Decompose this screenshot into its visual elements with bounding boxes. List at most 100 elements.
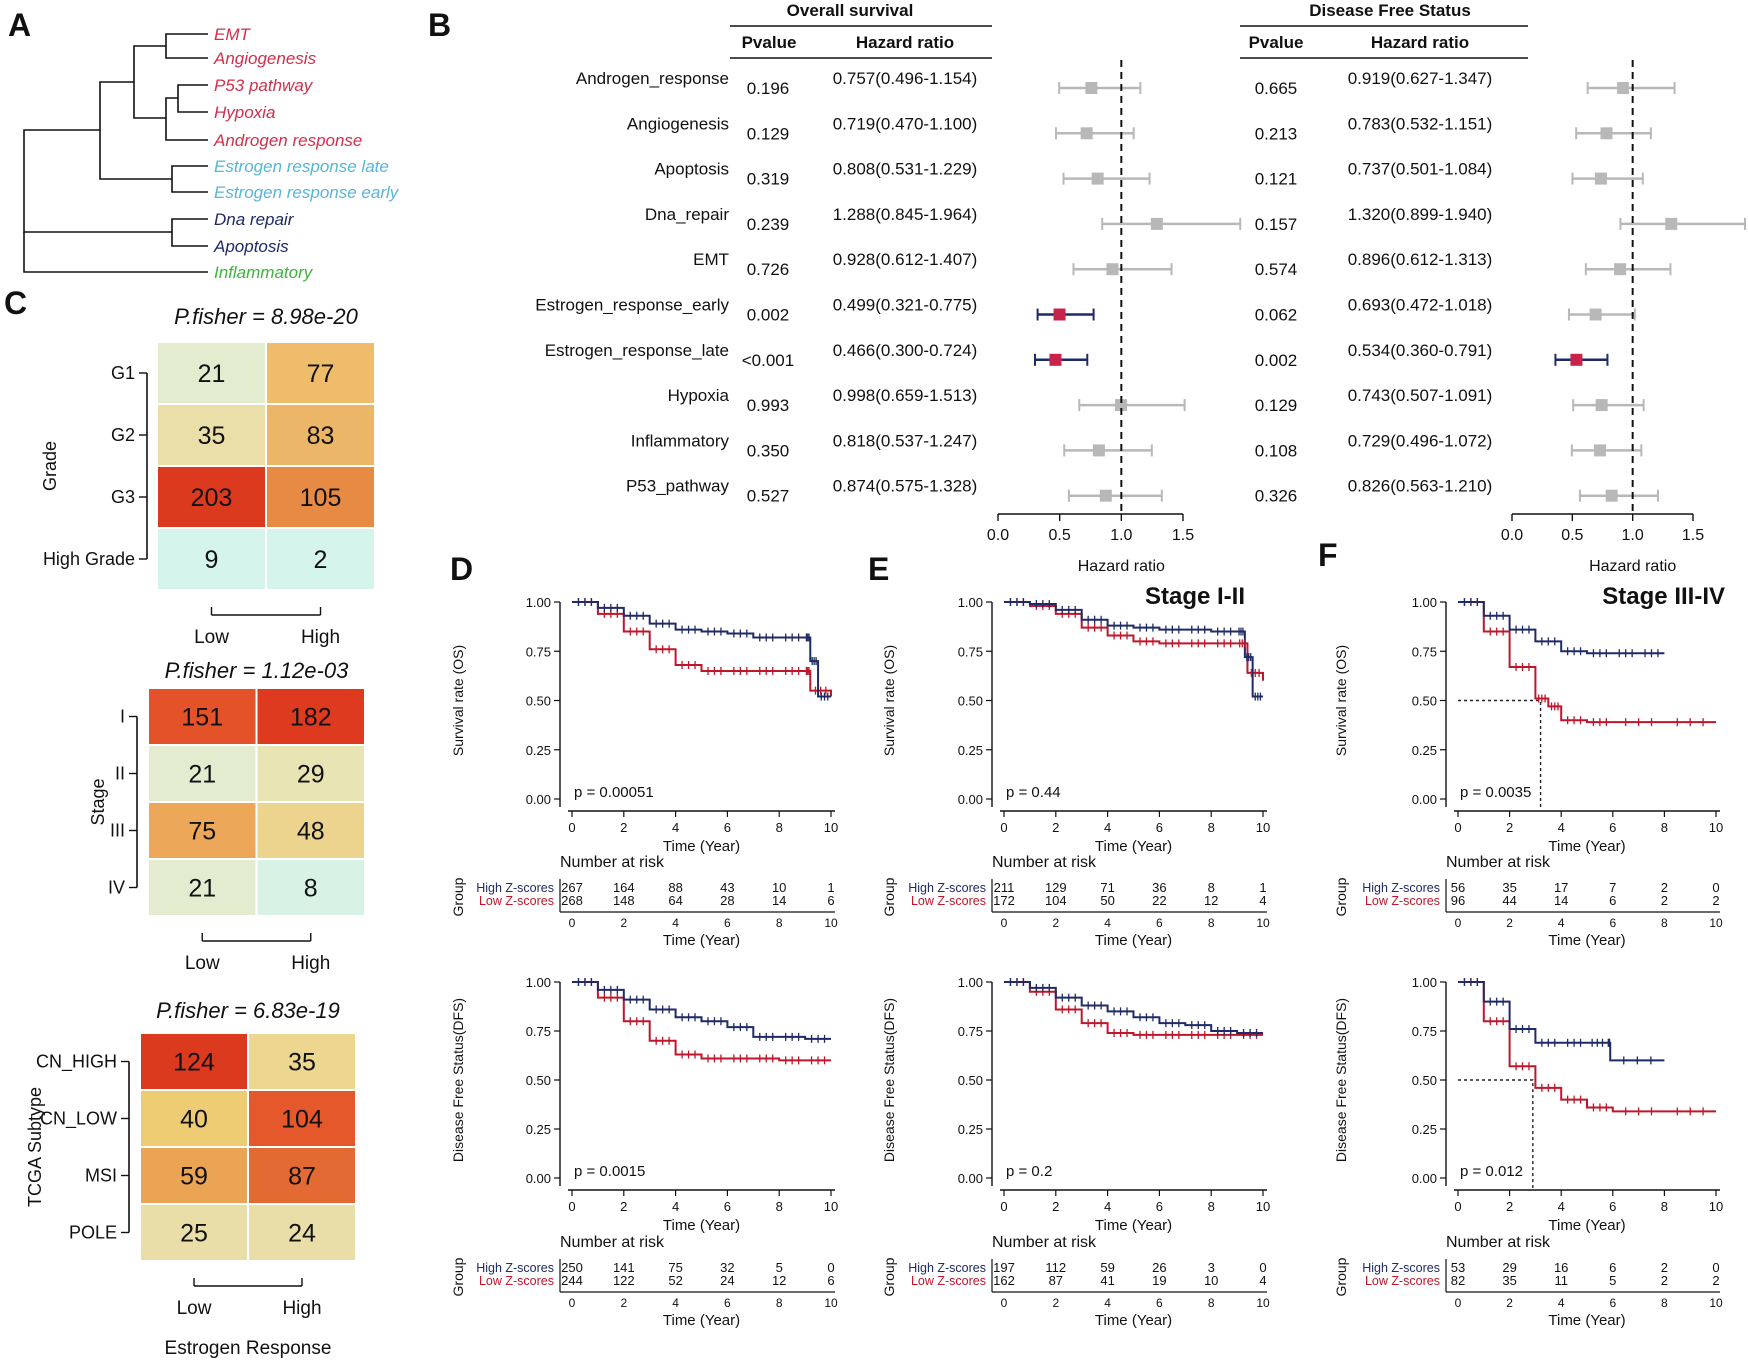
- forest-dfs-hr-header: Hazard ratio: [1371, 33, 1469, 52]
- km-risk-low-count: 268: [561, 893, 583, 908]
- forest-dfs-hr-text: 0.919(0.627-1.347): [1348, 69, 1493, 88]
- forest-dfs-hr-text: 1.320(0.899-1.940): [1348, 205, 1493, 224]
- forest-row-name: Androgen_response: [576, 69, 729, 88]
- forest-os-pvalue: 0.196: [747, 79, 790, 98]
- heatmap-row-label: G3: [111, 487, 135, 507]
- km-risk-tick-label: 6: [724, 916, 731, 930]
- km-x-tick-label: 10: [1709, 1199, 1723, 1214]
- km-pvalue: p = 0.44: [1006, 784, 1061, 801]
- forest-dfs-pvalue: 0.213: [1255, 124, 1298, 143]
- forest-dfs-hr-text: 0.729(0.496-1.072): [1348, 431, 1493, 450]
- km-risk-high-count: 129: [1045, 880, 1067, 895]
- forest-os-pvalue: 0.239: [747, 215, 790, 234]
- km-x-tick-label: 4: [1104, 820, 1111, 835]
- forest-dfs-tick-label: 1.5: [1682, 527, 1704, 544]
- forest-os-hr-text: 0.466(0.300-0.724): [833, 341, 978, 360]
- km-y-tick-label: 0.25: [526, 743, 551, 758]
- km-risk-tick-label: 4: [1104, 1296, 1111, 1310]
- km-x-tick-label: 0: [1000, 820, 1007, 835]
- km-y-tick-label: 0.50: [526, 1073, 551, 1088]
- heatmap-cell-value: 8: [304, 875, 318, 903]
- km-risk-group-label: Group: [881, 877, 897, 916]
- km-risk-high-label: High Z-scores: [1362, 881, 1440, 895]
- km-y-tick-label: 1.00: [958, 595, 983, 610]
- heatmap-col-label: High: [301, 627, 340, 648]
- km-risk-low-count: 64: [668, 893, 682, 908]
- heatmap-col-label: Low: [194, 627, 229, 648]
- km-risk-low-count: 44: [1502, 893, 1516, 908]
- km-risk-high-count: 2: [1661, 1260, 1668, 1275]
- forest-row-name: Angiogenesis: [627, 114, 729, 133]
- km-risk-tick-label: 10: [1709, 1296, 1723, 1310]
- panel-label-a: A: [8, 7, 31, 43]
- km-risk-tick-label: 2: [620, 1296, 627, 1310]
- forest-row-name: Inflammatory: [631, 431, 730, 450]
- km-x-tick-label: 0: [1000, 1199, 1007, 1214]
- km-y-tick-label: 1.00: [1412, 975, 1437, 990]
- forest-dfs-point: [1589, 308, 1602, 321]
- km-x-tick-label: 6: [1609, 1199, 1616, 1214]
- km-y-label: Survival rate (OS): [450, 645, 466, 756]
- km-risk-title: Number at risk: [560, 854, 665, 871]
- km-x-label: Time (Year): [663, 1217, 740, 1234]
- km-risk-high-count: 0: [1712, 1260, 1719, 1275]
- km-risk-low-count: 41: [1100, 1273, 1114, 1288]
- km-x-label: Time (Year): [1548, 1217, 1625, 1234]
- km-risk-low-label: Low Z-scores: [911, 894, 986, 908]
- heatmap-cell-value: 21: [198, 360, 226, 388]
- km-x-tick-label: 6: [1156, 820, 1163, 835]
- dendrogram-branch: [171, 218, 208, 247]
- km-risk-high-count: 0: [1259, 1260, 1266, 1275]
- km-risk-high-count: 32: [720, 1260, 734, 1275]
- km-risk-high-count: 8: [1208, 880, 1215, 895]
- forest-os-pvalue: 0.002: [747, 306, 790, 325]
- dendrogram-leaf-label: Apoptosis: [213, 237, 289, 256]
- km-x-tick-label: 8: [1661, 820, 1668, 835]
- heatmap-cell-value: 21: [188, 875, 216, 903]
- km-x-tick-label: 2: [620, 820, 627, 835]
- km-risk-high-label: High Z-scores: [476, 881, 554, 895]
- km-x-tick-label: 8: [1208, 820, 1215, 835]
- km-risk-tick-label: 6: [724, 1296, 731, 1310]
- km-risk-low-count: 122: [613, 1273, 635, 1288]
- forest-os-pvalue: 0.350: [747, 441, 790, 460]
- km-risk-title: Number at risk: [1446, 854, 1551, 871]
- forest-dfs-title: Disease Free Status: [1309, 1, 1471, 20]
- km-y-label: Disease Free Status(DFS): [1333, 998, 1349, 1162]
- forest-os-tick-label: 0.0: [987, 527, 1009, 544]
- forest-os-point: [1080, 127, 1093, 140]
- heatmap-cell: [247, 1203, 357, 1262]
- km-risk-low-count: 244: [561, 1273, 583, 1288]
- forest-row-name: Apoptosis: [654, 160, 729, 179]
- km-risk-low-count: 6: [1609, 893, 1616, 908]
- km-risk-tick-label: 6: [1609, 1296, 1616, 1310]
- heatmap-y-label: Stage: [88, 778, 108, 825]
- km-x-tick-label: 10: [824, 1199, 838, 1214]
- km-risk-high-count: 5: [776, 1260, 783, 1275]
- km-risk-low-count: 10: [1204, 1273, 1218, 1288]
- km-risk-high-count: 7: [1609, 880, 1616, 895]
- km-x-tick-label: 10: [824, 820, 838, 835]
- forest-dfs-point: [1665, 217, 1678, 230]
- km-risk-title: Number at risk: [992, 1234, 1097, 1251]
- km-risk-x-label: Time (Year): [1548, 932, 1625, 949]
- km-risk-tick-label: 8: [1661, 916, 1668, 930]
- heatmap-cell-value: 25: [180, 1220, 208, 1248]
- km-x-tick-label: 0: [568, 1199, 575, 1214]
- km-risk-high-count: 17: [1554, 880, 1568, 895]
- km-x-tick-label: 4: [1558, 820, 1565, 835]
- km-risk-high-count: 3: [1208, 1260, 1215, 1275]
- km-pvalue: p = 0.012: [1460, 1163, 1523, 1180]
- forest-os-pvalue-header: Pvalue: [742, 33, 797, 52]
- km-risk-tick-label: 4: [672, 1296, 679, 1310]
- km-y-tick-label: 0.50: [1412, 1073, 1437, 1088]
- forest-os-hr-text: 0.874(0.575-1.328): [833, 477, 978, 496]
- dendrogram-branch: [99, 81, 172, 180]
- heatmap-cell-value: 21: [188, 761, 216, 789]
- forest-os-point: [1049, 353, 1062, 366]
- km-risk-low-count: 87: [1049, 1273, 1063, 1288]
- heatmap-row-label: High Grade: [43, 549, 135, 569]
- km-risk-title: Number at risk: [1446, 1234, 1551, 1251]
- km-y-label: Disease Free Status(DFS): [881, 998, 897, 1162]
